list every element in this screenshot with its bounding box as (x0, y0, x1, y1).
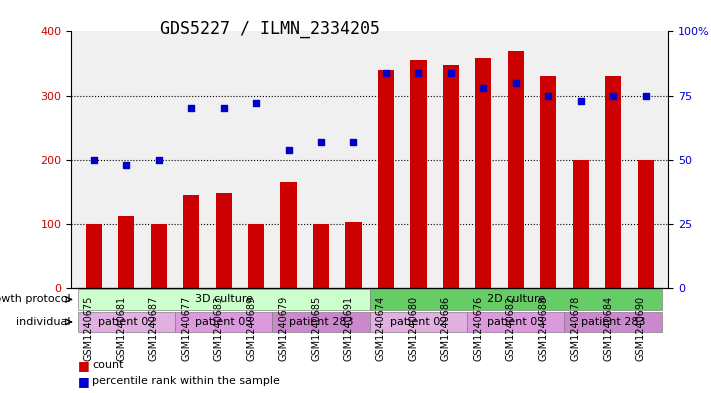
Point (250, 100, 262, 107)
FancyBboxPatch shape (175, 312, 272, 332)
FancyBboxPatch shape (402, 288, 434, 290)
Bar (280, 182, 296, 288)
Text: percentile rank within the sample: percentile rank within the sample (92, 376, 280, 386)
FancyBboxPatch shape (370, 288, 402, 290)
Bar (378, 70, 394, 288)
FancyBboxPatch shape (370, 312, 467, 332)
Text: patient 03: patient 03 (195, 317, 252, 327)
FancyBboxPatch shape (337, 288, 370, 290)
Bar (248, 224, 264, 288)
FancyBboxPatch shape (305, 288, 337, 290)
Point (640, 92, 651, 99)
Text: growth protocol: growth protocol (0, 294, 70, 305)
FancyBboxPatch shape (142, 288, 175, 290)
Bar (346, 222, 362, 288)
Point (412, 70, 424, 76)
Point (348, 139, 359, 145)
FancyBboxPatch shape (208, 288, 240, 290)
FancyBboxPatch shape (532, 288, 565, 290)
Bar (151, 224, 167, 288)
Point (186, 105, 197, 112)
Point (607, 92, 619, 99)
Point (121, 162, 132, 168)
Point (445, 70, 456, 76)
Text: patient 02: patient 02 (97, 317, 155, 327)
Bar (475, 59, 491, 288)
Text: patient 283: patient 283 (581, 317, 646, 327)
FancyBboxPatch shape (565, 312, 662, 332)
Text: ■: ■ (78, 375, 90, 388)
FancyBboxPatch shape (77, 288, 110, 290)
FancyBboxPatch shape (272, 288, 305, 290)
Bar (183, 195, 199, 288)
FancyBboxPatch shape (500, 288, 532, 290)
Bar (443, 65, 459, 288)
Bar (638, 160, 653, 288)
FancyBboxPatch shape (629, 288, 662, 290)
Point (510, 80, 521, 86)
FancyBboxPatch shape (467, 312, 565, 332)
FancyBboxPatch shape (565, 288, 597, 290)
Bar (410, 61, 427, 288)
Bar (540, 76, 556, 288)
FancyBboxPatch shape (370, 289, 662, 310)
FancyBboxPatch shape (175, 288, 208, 290)
FancyBboxPatch shape (240, 288, 272, 290)
Bar (215, 193, 232, 288)
FancyBboxPatch shape (77, 289, 370, 310)
Point (88, 157, 100, 163)
Text: patient 283: patient 283 (289, 317, 353, 327)
Text: individual: individual (16, 317, 70, 327)
Text: GDS5227 / ILMN_2334205: GDS5227 / ILMN_2334205 (160, 20, 380, 38)
Point (542, 92, 554, 99)
Text: patient 02: patient 02 (390, 317, 447, 327)
Point (575, 97, 587, 104)
Text: patient 03: patient 03 (487, 317, 545, 327)
Bar (572, 160, 589, 288)
Bar (313, 224, 329, 288)
Point (478, 85, 489, 91)
FancyBboxPatch shape (77, 312, 175, 332)
Bar (86, 224, 102, 288)
FancyBboxPatch shape (272, 312, 370, 332)
FancyBboxPatch shape (110, 288, 142, 290)
FancyBboxPatch shape (434, 288, 467, 290)
Point (283, 147, 294, 153)
Text: 3D culture: 3D culture (195, 294, 252, 305)
Point (153, 157, 164, 163)
Point (380, 70, 392, 76)
FancyBboxPatch shape (467, 288, 500, 290)
Point (218, 105, 230, 112)
FancyBboxPatch shape (597, 288, 629, 290)
Bar (508, 51, 524, 288)
Point (316, 139, 327, 145)
Bar (605, 76, 621, 288)
Text: ■: ■ (78, 359, 90, 372)
Text: count: count (92, 360, 124, 371)
Bar (118, 216, 134, 288)
Text: 2D culture: 2D culture (486, 294, 545, 305)
